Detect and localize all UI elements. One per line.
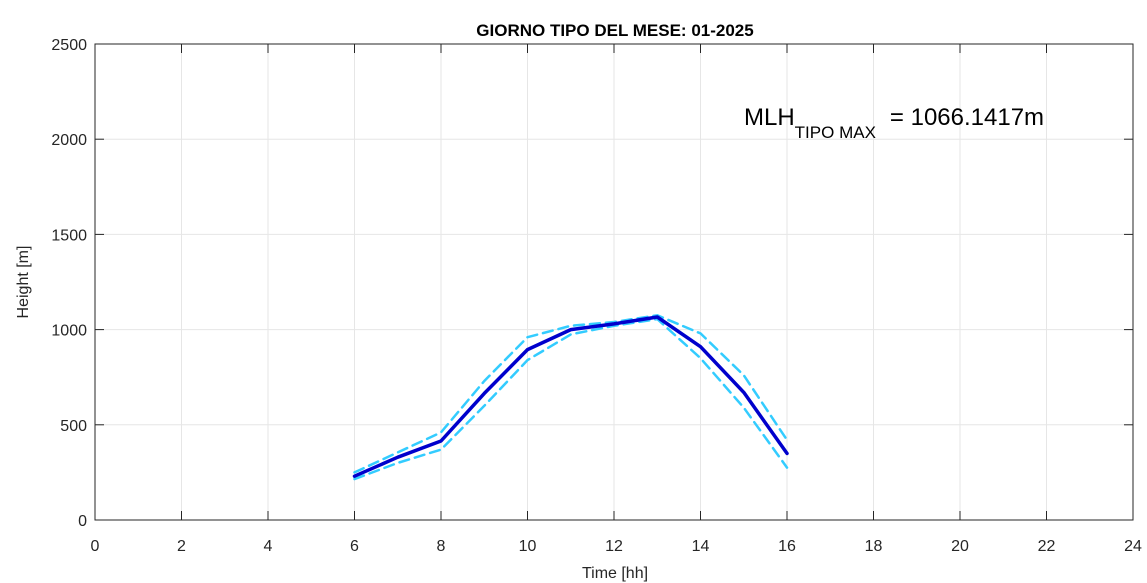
x-axis: 0 2 4 6 8 10 12 14 16 18 20 22 24 bbox=[91, 44, 1142, 555]
y-tick-label: 1000 bbox=[51, 323, 87, 340]
x-tick-label: 8 bbox=[437, 538, 446, 555]
y-tick-label: 2500 bbox=[51, 37, 87, 54]
x-tick-label: 12 bbox=[605, 538, 623, 555]
series-line-band bbox=[353, 314, 789, 474]
annotation-main: MLH bbox=[744, 104, 795, 131]
chart-title: GIORNO TIPO DEL MESE: 01-2025 bbox=[476, 21, 753, 40]
x-tick-label: 4 bbox=[264, 538, 273, 555]
y-axis: 0 500 1000 1500 2000 2500 bbox=[51, 37, 1133, 530]
annotation-value: = 1066.1417m bbox=[890, 104, 1044, 131]
y-tick-label: 1500 bbox=[51, 227, 87, 244]
x-tick-label: 24 bbox=[1124, 538, 1142, 555]
x-tick-label: 20 bbox=[951, 538, 969, 555]
series-line-mean bbox=[352, 315, 789, 478]
x-tick-label: 0 bbox=[91, 538, 100, 555]
annotation-mlh: MLHTIPO MAX = 1066.1417m bbox=[744, 104, 1044, 142]
y-tick-label: 0 bbox=[78, 513, 87, 530]
x-tick-label: 6 bbox=[350, 538, 359, 555]
x-tick-label: 18 bbox=[865, 538, 883, 555]
annotation-subscript: TIPO MAX bbox=[795, 123, 876, 142]
x-axis-label: Time [hh] bbox=[582, 565, 648, 582]
series-layer bbox=[352, 314, 789, 481]
x-tick-label: 2 bbox=[177, 538, 186, 555]
x-tick-label: 16 bbox=[778, 538, 796, 555]
grid bbox=[95, 44, 1133, 520]
y-tick-label: 500 bbox=[60, 418, 87, 435]
y-tick-label: 2000 bbox=[51, 132, 87, 149]
x-tick-label: 22 bbox=[1038, 538, 1056, 555]
series-line-band bbox=[353, 317, 789, 481]
y-axis-label: Height [m] bbox=[15, 246, 32, 319]
x-tick-label: 14 bbox=[692, 538, 710, 555]
x-tick-label: 10 bbox=[519, 538, 537, 555]
